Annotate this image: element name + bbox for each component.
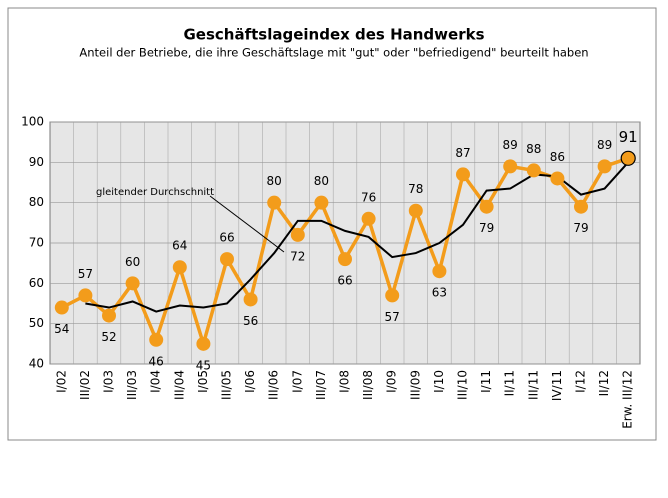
x-tick-label: III/08	[361, 370, 375, 400]
data-point	[220, 252, 234, 267]
x-tick-label: I/02	[54, 370, 68, 393]
annotation: gleitender Durchschnitt	[96, 187, 214, 198]
x-tick-label: III/11	[526, 370, 540, 400]
data-point	[597, 159, 612, 174]
data-point	[290, 227, 305, 242]
y-tick-label: 100	[21, 115, 44, 129]
value-label: 52	[101, 330, 116, 344]
data-point	[361, 211, 376, 226]
data-point	[102, 308, 116, 323]
value-label: 45	[196, 358, 211, 372]
x-tick-label: I/05	[196, 370, 210, 393]
y-tick-label: 80	[29, 195, 44, 209]
data-point	[550, 171, 565, 186]
x-tick-label: III/07	[314, 370, 328, 400]
data-point	[456, 167, 470, 182]
x-tick-label: I/07	[290, 370, 304, 393]
x-tick-label: III/09	[408, 370, 422, 400]
x-tick-label: I/04	[149, 370, 163, 393]
chart-subtitle: Anteil der Betriebe, die ihre Geschäftsl…	[79, 46, 588, 60]
value-label: 64	[172, 239, 187, 253]
data-point	[149, 332, 164, 347]
data-point	[574, 199, 588, 214]
value-label: 86	[550, 150, 565, 164]
data-point	[125, 276, 140, 291]
x-tick-label: IV/11	[550, 370, 564, 401]
value-label: 79	[479, 221, 494, 235]
value-label: 76	[361, 190, 376, 204]
chart-title: Geschäftslageindex des Handwerks	[183, 26, 484, 44]
value-label: 60	[125, 255, 140, 269]
x-tick-label: III/10	[456, 370, 470, 400]
value-label: 66	[337, 274, 352, 288]
data-point	[503, 159, 518, 174]
data-point	[267, 195, 282, 210]
data-point	[620, 150, 636, 166]
value-label: 89	[597, 138, 612, 152]
value-label: 56	[243, 314, 258, 328]
value-label: 72	[290, 249, 305, 263]
x-tick-label: Erw. III/12	[621, 370, 635, 429]
data-point	[78, 288, 93, 303]
x-tick-label: I/09	[385, 370, 399, 393]
x-tick-label: II/12	[597, 370, 611, 396]
x-tick-label: III/06	[267, 370, 281, 400]
x-tick-label: I/12	[574, 370, 588, 393]
x-tick-label: I/03	[102, 370, 116, 393]
value-label: 57	[78, 267, 93, 281]
x-tick-label: III/03	[125, 370, 139, 400]
data-point	[54, 300, 69, 315]
data-point	[243, 292, 258, 307]
data-point	[385, 288, 400, 303]
x-tick-label: I/06	[243, 370, 257, 393]
x-tick-label: I/11	[479, 370, 493, 393]
data-point	[432, 264, 447, 279]
value-label: 46	[149, 354, 164, 368]
annotation-leader	[209, 195, 285, 253]
value-label: 87	[455, 146, 470, 160]
value-label: 63	[432, 286, 447, 300]
value-label: 89	[503, 138, 518, 152]
value-label: 66	[219, 231, 234, 245]
value-label: 91	[619, 128, 638, 146]
x-tick-label: II/11	[503, 370, 517, 396]
value-label: 54	[54, 322, 69, 336]
value-label: 78	[408, 182, 423, 196]
data-point	[408, 203, 423, 218]
x-tick-label: III/05	[220, 370, 234, 400]
y-tick-label: 40	[29, 357, 44, 371]
y-tick-label: 90	[29, 155, 44, 169]
y-tick-label: 50	[29, 316, 44, 330]
y-tick-label: 60	[29, 276, 44, 290]
x-tick-label: III/02	[78, 370, 92, 400]
data-point	[314, 195, 329, 210]
y-tick-label: 70	[29, 236, 44, 250]
data-point	[338, 252, 352, 267]
value-label: 57	[385, 310, 400, 324]
x-tick-label: I/08	[338, 370, 352, 393]
data-point	[526, 163, 541, 178]
value-label: 80	[314, 174, 329, 188]
value-label: 88	[526, 142, 541, 156]
x-tick-label: III/04	[172, 370, 186, 400]
value-label: 80	[267, 174, 282, 188]
data-point	[172, 260, 187, 275]
x-tick-label: I/10	[432, 370, 446, 393]
data-point	[196, 336, 211, 351]
data-point	[479, 199, 494, 214]
value-label: 79	[573, 221, 588, 235]
